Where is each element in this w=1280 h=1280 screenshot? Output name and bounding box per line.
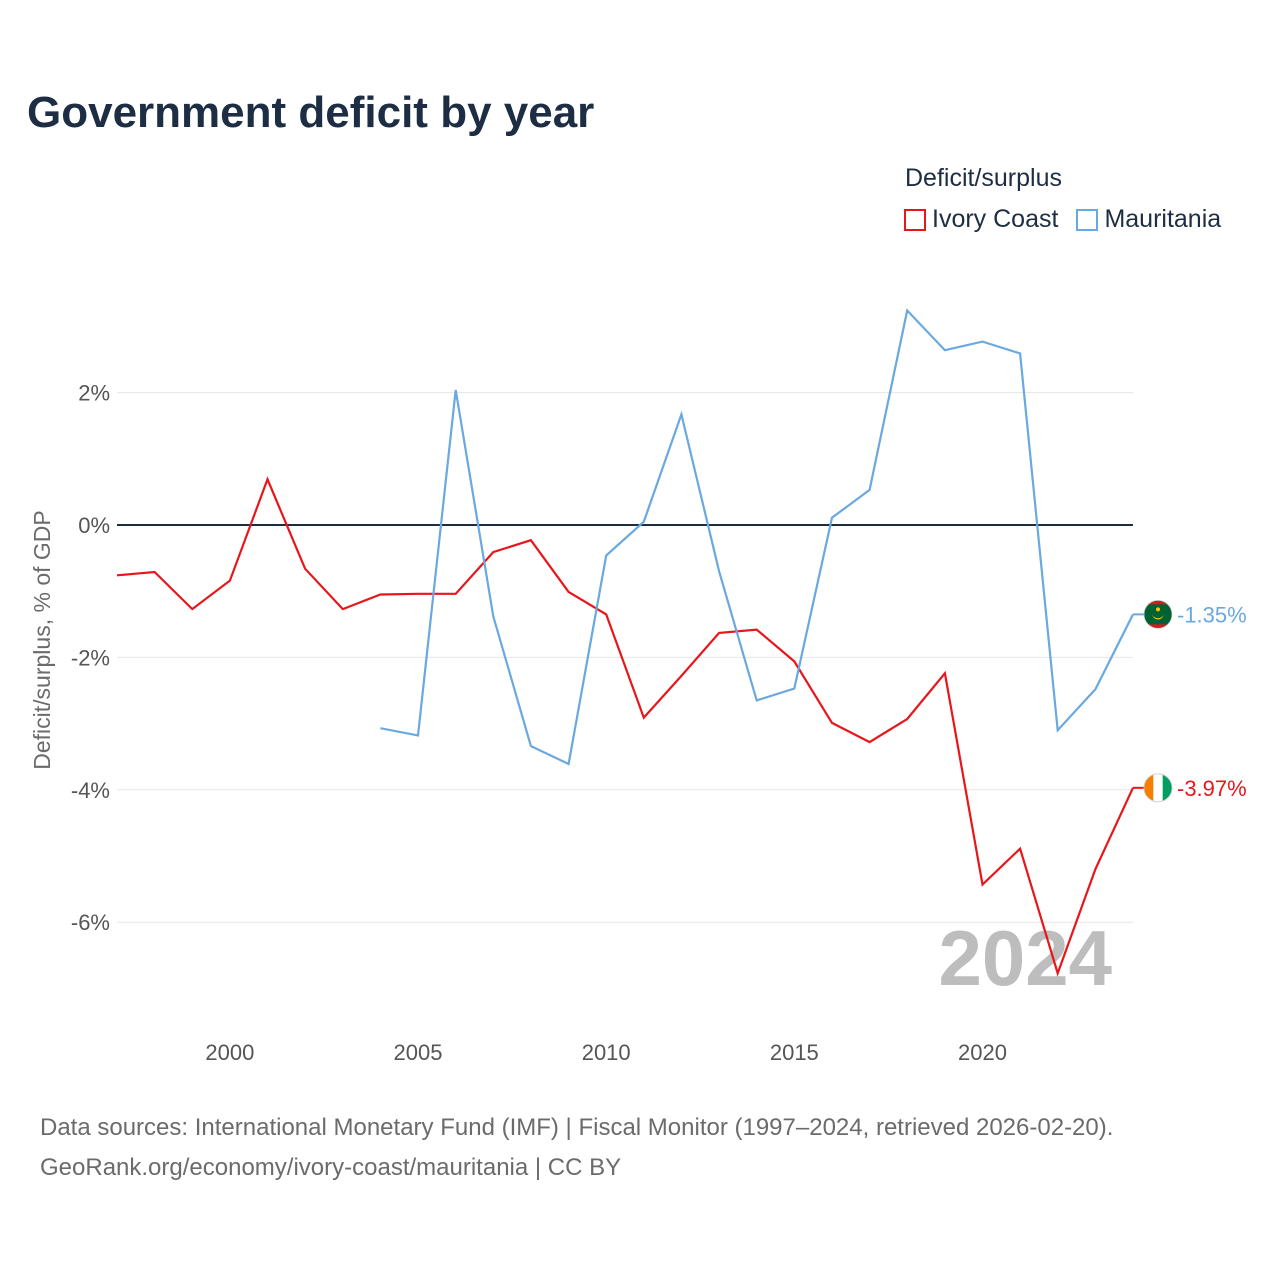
y-tick-label: 2% xyxy=(78,381,110,406)
line-chart: 2% 0% -2% -4% -6% 2000 2005 2010 2015 2020 Deficit… xyxy=(29,308,1247,1065)
series-line-ivory-coast xyxy=(116,476,1134,977)
y-tick-label: -6% xyxy=(71,910,110,935)
y-tick-label: -4% xyxy=(71,778,110,803)
chart-title: Government deficit by year xyxy=(27,88,595,137)
legend-label-ivory-coast: Ivory Coast xyxy=(932,205,1059,233)
footer: Data sources: International Monetary Fun… xyxy=(40,1108,1113,1188)
legend-swatch-mauritania xyxy=(1076,208,1099,231)
x-tick-label: 2010 xyxy=(582,1040,631,1065)
legend-title: Deficit/surplus xyxy=(905,164,1062,192)
legend-swatch-ivory-coast xyxy=(904,208,926,231)
end-value-label-ivory-coast: -3.97% xyxy=(1177,776,1247,801)
x-tick-label: 2020 xyxy=(958,1040,1007,1065)
year-watermark: 2024 xyxy=(938,914,1112,1002)
legend: Ivory Coast Mauritania xyxy=(904,205,1221,234)
x-tick-label: 2005 xyxy=(394,1040,443,1065)
y-tick-label: -2% xyxy=(71,645,110,670)
legend-item-mauritania[interactable]: Mauritania xyxy=(1076,205,1221,234)
series-line-mauritania xyxy=(380,308,1134,766)
mauritania-flag xyxy=(1143,599,1173,629)
x-tick-label: 2000 xyxy=(205,1040,254,1065)
legend-item-ivory-coast[interactable]: Ivory Coast xyxy=(904,205,1058,234)
footer-sources: Data sources: International Monetary Fun… xyxy=(40,1114,1114,1141)
footer-credit[interactable]: GeoRank.org/economy/ivory-coast/mauritan… xyxy=(40,1154,622,1181)
ivory-coast-flag xyxy=(1143,773,1173,803)
x-tick-label: 2015 xyxy=(770,1040,819,1065)
legend-label-mauritania: Mauritania xyxy=(1104,205,1222,233)
y-tick-label: 0% xyxy=(78,513,110,538)
y-axis-label: Deficit/surplus, % of GDP xyxy=(29,510,55,769)
end-value-label-mauritania: -1.35% xyxy=(1177,602,1247,627)
